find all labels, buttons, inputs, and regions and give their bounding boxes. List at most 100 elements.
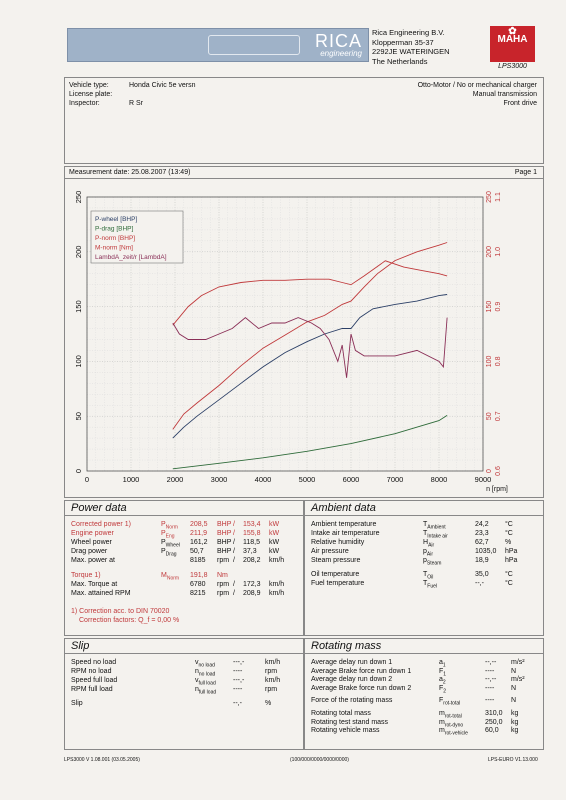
rotating-row-unit: kg (511, 727, 519, 735)
rotating-row-symbol: a1 (439, 659, 446, 669)
ambient-row-value: 62,7 (475, 539, 489, 546)
power-extra-value2: 172,3 (243, 581, 261, 588)
series-line-p-norm (172, 242, 448, 430)
power-row-unit1: BHP (217, 521, 232, 528)
ambient-row-value: 18,9 (475, 557, 489, 564)
power-row-label: Max. power at (71, 557, 115, 564)
slip-panel: Slip Speed no load vno load ---,- km/h RPM n… (64, 638, 304, 750)
ambient-row-label: Oil temperature (311, 571, 360, 578)
power-row-symbol: PEng (161, 530, 175, 540)
torque-unit: Nm (217, 572, 228, 579)
rotating-row-unit: m/s² (511, 676, 525, 684)
vehicle-info-box: Vehicle type: Honda Civic 5e versn Licens… (64, 77, 544, 164)
power-row-value1: 50,7 (190, 548, 204, 555)
ambient-row-label: Air pressure (311, 548, 349, 555)
rotating-row-symbol: Frot-total (439, 697, 461, 707)
slip-row-value: --,- (233, 700, 242, 707)
y-left-tick-label: 100 (74, 355, 83, 368)
maha-model: LPS3000 (498, 63, 527, 70)
x-tick-label: 1000 (123, 475, 140, 484)
slip-row-unit: rpm (265, 668, 278, 675)
slip-row-value: ---- (233, 668, 243, 675)
y-right-lambda-tick-label: 0.7 (495, 411, 502, 421)
inspector-label: Inspector: (69, 100, 100, 107)
slip-row-value: ---- (233, 686, 243, 693)
ambient-row-unit: hPa (505, 557, 518, 564)
license-plate-label: License plate: (69, 91, 113, 98)
x-tick-label: 2000 (167, 475, 184, 484)
ambient-row-unit: % (505, 539, 512, 546)
y-left-tick-label: 0 (74, 469, 83, 473)
slip-row-unit: rpm (265, 686, 278, 693)
legend-entry: P-wheel [BHP] (95, 216, 137, 223)
rotating-mass-panel: Rotating mass Average delay run down 1 a1… (304, 638, 544, 750)
slip-row-symbol: vfull load (195, 677, 216, 687)
power-data-panel: Power data Corrected power 1) PNorm 208,5 B… (64, 500, 304, 636)
slip-title: Slip (65, 639, 303, 654)
y-right-tick-label: 50 (486, 412, 493, 420)
ambient-row-value: --,- (475, 580, 484, 587)
y-right-tick-label: 150 (486, 301, 493, 313)
power-row-value2: 37,3 (243, 548, 257, 555)
power-row-unit2: km/h (269, 557, 285, 564)
slip-row-symbol: nfull load (195, 686, 217, 696)
power-row-sep: / (233, 539, 235, 546)
x-tick-label: 7000 (387, 475, 404, 484)
slip-row-label: RPM no load (71, 668, 112, 675)
power-row-label: Wheel power (71, 539, 112, 546)
rotating-row-value: 310,0 (485, 710, 503, 717)
x-tick-label: 9000 (475, 475, 492, 484)
legend-entry: M-norm [Nm] (95, 245, 133, 252)
ambient-row-label: Fuel temperature (311, 580, 365, 587)
slip-row-unit: km/h (265, 659, 281, 666)
series-line-p-drag (172, 415, 448, 470)
correction-factors: Correction factors: Q_f = 0,00 % (79, 617, 180, 624)
ambient-row-label: Relative humidity (311, 539, 365, 546)
power-row-value1: 8185 (190, 557, 206, 564)
transmission-type: Manual transmission (472, 91, 537, 98)
power-extra-value1: 6780 (190, 581, 206, 588)
correction-note: 1) Correction acc. to DIN 70020 (71, 608, 170, 615)
rotating-row-symbol: mrot-dyno (439, 718, 464, 728)
y-right-tick-label: 250 (486, 191, 493, 203)
slip-row-label: Speed full load (71, 677, 118, 684)
chart-legend: P-wheel [BHP] P-drag [BHP] P-norm [BHP] M-n… (90, 210, 184, 264)
rotating-row-value: ---- (485, 697, 495, 705)
power-extra-sep: / (233, 581, 235, 588)
slip-row-label: Slip (71, 700, 83, 707)
rica-banner: RICA engineering (67, 28, 369, 62)
dyno-chart-box: 0 1000 2000 3000 4000 5000 6000 7000 8000 9000 n [… (64, 178, 544, 498)
y-right-lambda-tick-label: 1.1 (495, 192, 502, 202)
power-row-symbol: PWheel (161, 539, 180, 549)
y-right-lambda-tick-label: 0.8 (495, 356, 502, 366)
car-graphic-icon (208, 35, 300, 55)
power-row-unit2: kW (269, 539, 280, 546)
y-left-tick-label: 250 (74, 191, 83, 204)
power-extra-unit2: km/h (269, 590, 285, 597)
slip-row-label: Speed no load (71, 659, 117, 666)
power-extra-sep: / (233, 590, 235, 597)
footer-version-right: LPS-EURO V1.13.000 (488, 757, 538, 763)
power-extra-value1: 8215 (190, 590, 206, 597)
measurement-date: Measurement date: 25.08.2007 (13:49) (69, 169, 191, 176)
ambient-row-unit: °C (505, 580, 513, 587)
power-extra-unit2: km/h (269, 581, 285, 588)
ambient-row-symbol: TIntake air (423, 530, 448, 540)
y-right-tick-label: 0 (486, 469, 493, 473)
slip-row-symbol: nno load (195, 668, 216, 678)
ambient-row-unit: °C (505, 530, 513, 537)
power-row-value1: 161,2 (190, 539, 208, 546)
rotating-row-label: Average Brake force run down 1 (311, 667, 412, 675)
page-number: Page 1 (514, 169, 537, 176)
rotating-row-unit: N (511, 697, 517, 705)
power-row-sep: / (233, 521, 235, 528)
power-row-label: Drag power (71, 548, 108, 555)
power-extra-unit1: rpm (217, 581, 230, 588)
power-row-symbol: PNorm (161, 521, 178, 531)
measurement-bar: Measurement date: 25.08.2007 (13:49) Pag… (64, 166, 544, 179)
x-tick-label: 0 (85, 475, 89, 484)
slip-row-value: ---,- (233, 659, 245, 666)
rotating-row-label: Rotating vehicle mass (311, 727, 380, 735)
rotating-row-unit: kg (511, 710, 519, 717)
ambient-row-value: 24,2 (475, 521, 489, 528)
